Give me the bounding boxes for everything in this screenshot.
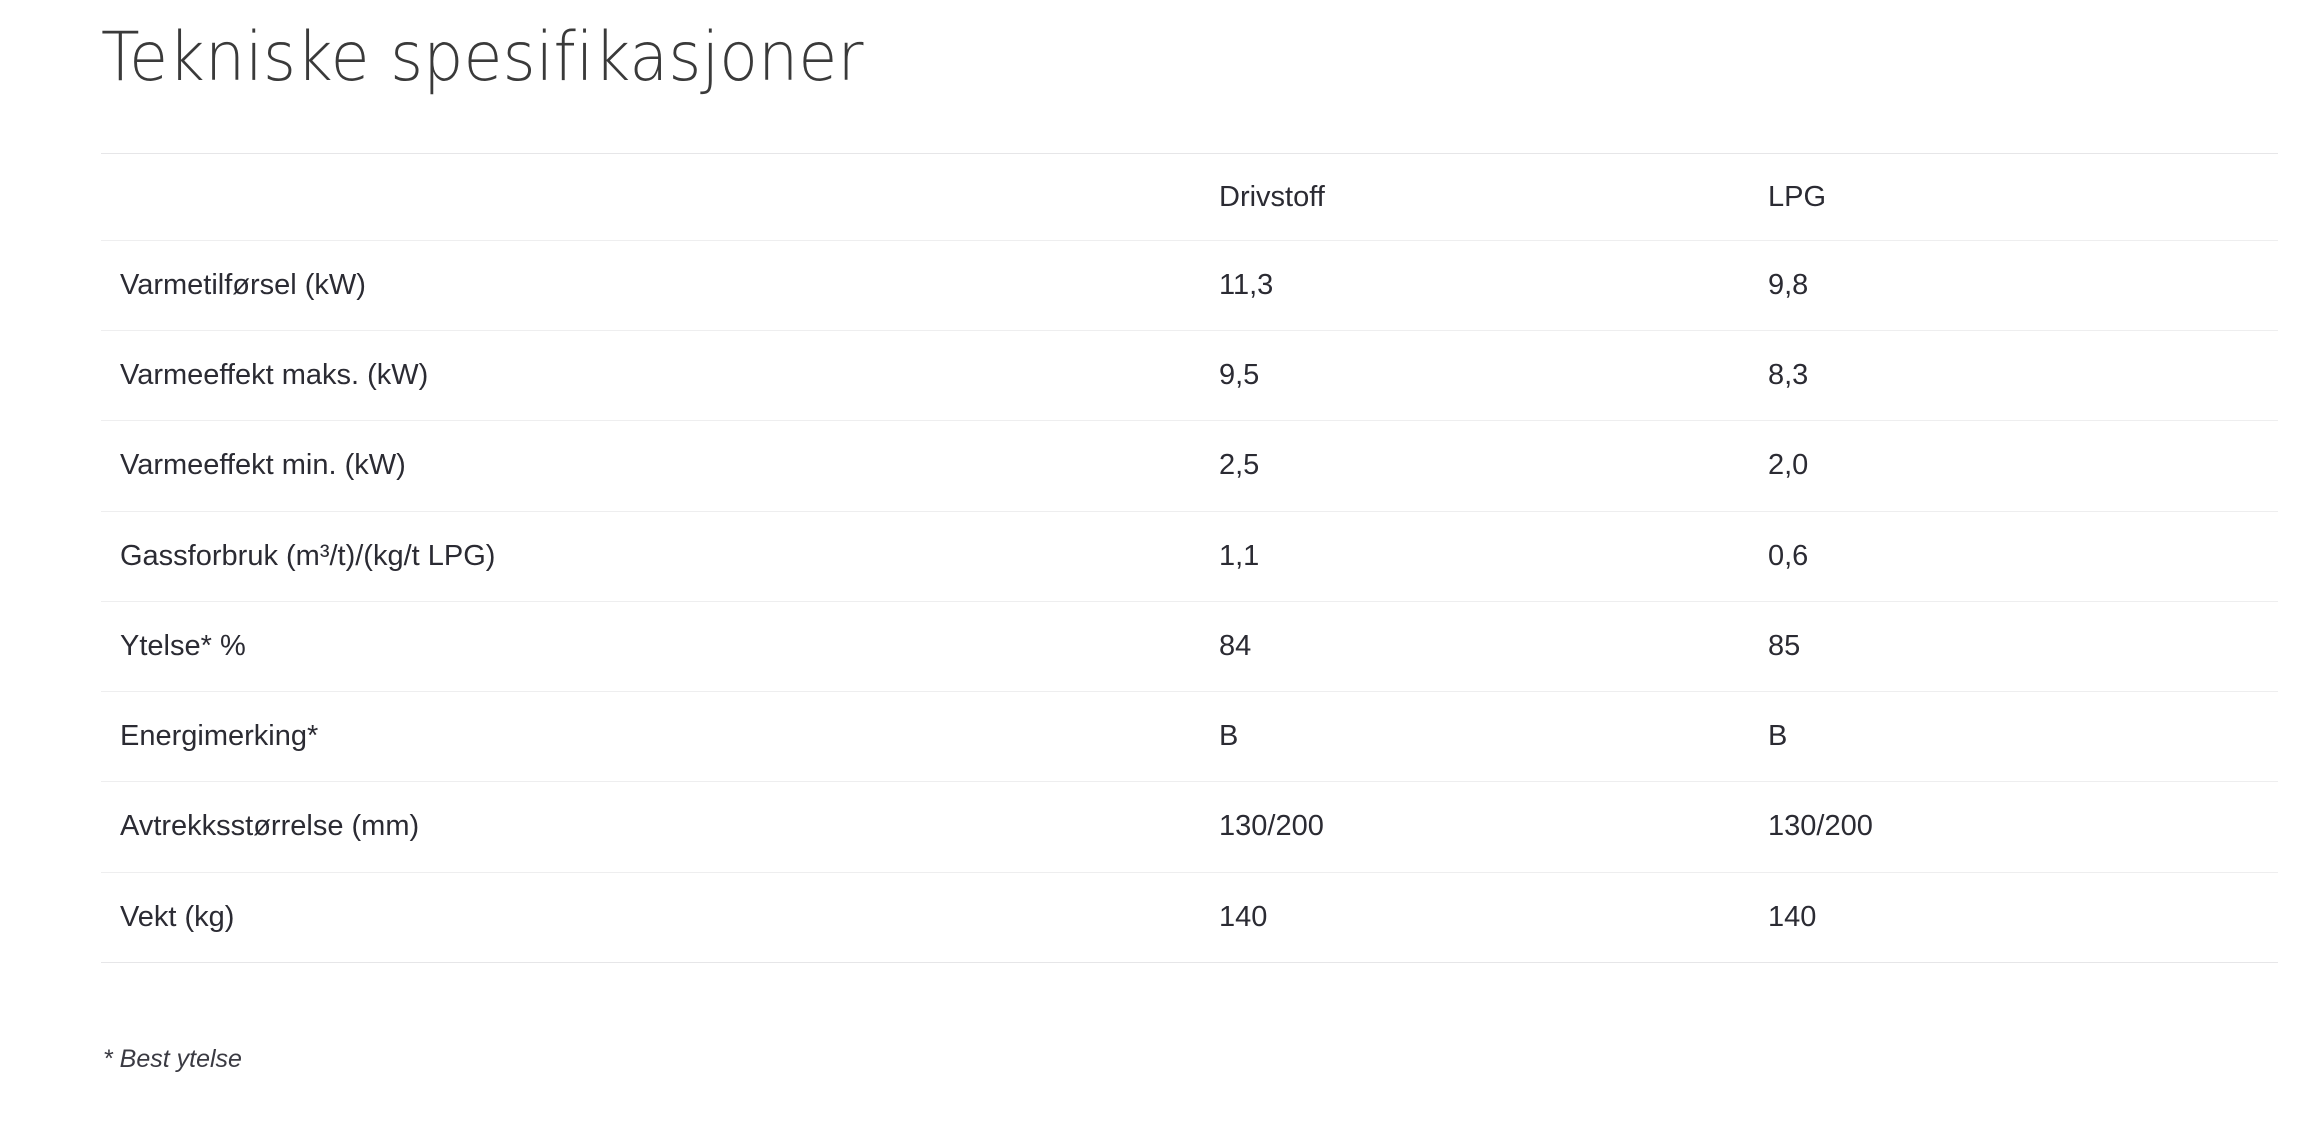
column-header-drivstoff: Drivstoff — [1201, 153, 1751, 241]
row-value-lpg: 140 — [1751, 872, 2278, 963]
row-label: Varmeeffekt maks. (kW) — [101, 330, 1201, 422]
table-row: Varmetilførsel (kW) 11,3 9,8 — [101, 240, 2278, 332]
specifications-table-container: Drivstoff LPG Varmetilførsel (kW) 11,3 9… — [101, 153, 2278, 963]
row-label: Vekt (kg) — [101, 872, 1201, 963]
row-value-drivstoff: 130/200 — [1201, 781, 1751, 873]
table-row: Ytelse* % 84 85 — [101, 601, 2278, 693]
table-row: Gassforbruk (m³/t)/(kg/t LPG) 1,1 0,6 — [101, 511, 2278, 602]
row-label: Varmetilførsel (kW) — [101, 240, 1201, 332]
row-value-drivstoff: B — [1201, 691, 1751, 783]
row-value-lpg: 130/200 — [1751, 781, 2278, 873]
row-value-lpg: B — [1751, 691, 2278, 783]
table-row: Varmeeffekt min. (kW) 2,5 2,0 — [101, 420, 2278, 512]
row-value-lpg: 9,8 — [1751, 240, 2278, 332]
row-value-lpg: 8,3 — [1751, 330, 2278, 422]
row-label: Varmeeffekt min. (kW) — [101, 420, 1201, 512]
row-value-lpg: 0,6 — [1751, 511, 2278, 602]
row-label: Ytelse* % — [101, 601, 1201, 693]
table-row: Vekt (kg) 140 140 — [101, 872, 2278, 963]
row-label: Gassforbruk (m³/t)/(kg/t LPG) — [101, 511, 1201, 602]
column-header-lpg: LPG — [1751, 153, 2278, 241]
table-header-row: Drivstoff LPG — [101, 153, 2278, 241]
row-value-drivstoff: 11,3 — [1201, 240, 1751, 332]
table-row: Avtrekksstørrelse (mm) 130/200 130/200 — [101, 781, 2278, 873]
table-row: Energimerking* B B — [101, 691, 2278, 783]
row-label: Avtrekksstørrelse (mm) — [101, 781, 1201, 873]
row-value-drivstoff: 1,1 — [1201, 511, 1751, 602]
footnote: * Best ytelse — [103, 1044, 242, 1073]
row-value-drivstoff: 9,5 — [1201, 330, 1751, 422]
table-body: Varmetilførsel (kW) 11,3 9,8 Varmeeffekt… — [101, 240, 2278, 963]
row-value-drivstoff: 2,5 — [1201, 420, 1751, 512]
specifications-table: Drivstoff LPG Varmetilførsel (kW) 11,3 9… — [101, 153, 2278, 963]
table-header: Drivstoff LPG — [101, 153, 2278, 241]
page-title: Tekniske spesifikasjoner — [101, 18, 864, 97]
row-value-lpg: 2,0 — [1751, 420, 2278, 512]
row-value-drivstoff: 84 — [1201, 601, 1751, 693]
row-value-drivstoff: 140 — [1201, 872, 1751, 963]
row-label: Energimerking* — [101, 691, 1201, 783]
row-value-lpg: 85 — [1751, 601, 2278, 693]
column-header-spec — [101, 153, 1201, 241]
table-row: Varmeeffekt maks. (kW) 9,5 8,3 — [101, 330, 2278, 422]
